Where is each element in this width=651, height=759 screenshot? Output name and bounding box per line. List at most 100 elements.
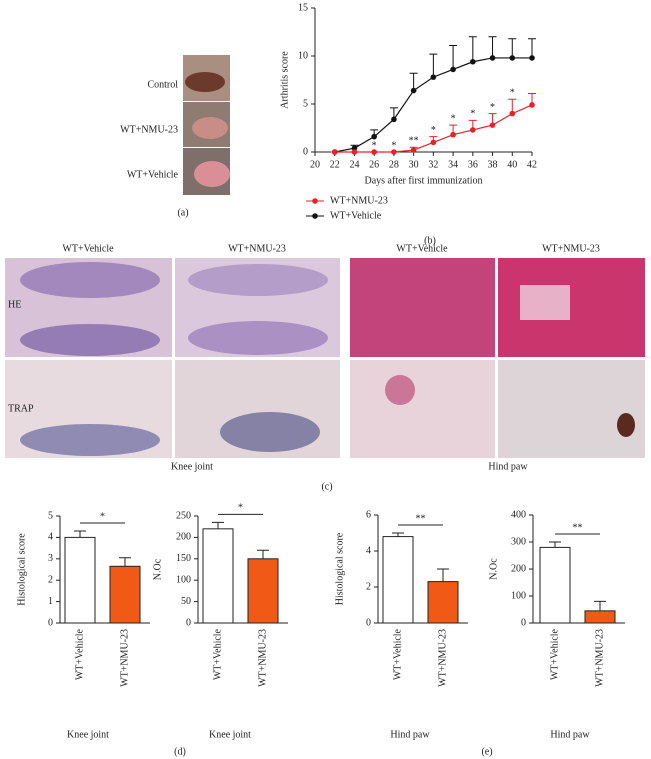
photos [183,55,230,195]
y-axis-label: Arthritis score [279,51,290,109]
annotation: * [431,125,436,136]
y-axis-label: Histological score [334,532,345,605]
paw [185,72,225,92]
point [371,133,377,140]
y-tick-label: 250 [176,510,191,521]
annotation: * [510,87,515,98]
point [489,55,496,61]
bar [202,528,234,624]
y-tick-label: 100 [176,574,191,585]
x-tick-label: WT+NMU-23 [437,629,448,687]
panel-label: (e) [481,746,492,757]
point [430,139,437,146]
tissue [20,424,160,456]
y-axis-label: Histological score [16,533,27,606]
micrograph [498,360,645,458]
error-bar [508,38,517,58]
x-tick-label: WT+Vehicle [549,628,560,680]
error-bar [429,53,438,78]
y-tick-label: 5 [303,98,308,109]
y-tick-label: 200 [511,563,526,574]
x-tick-label: 26 [369,159,379,170]
x-axis-label: Days after first immunization [364,175,482,186]
error-bar [549,541,561,548]
annotation: * [490,102,495,113]
paw [194,161,230,187]
annotation: * [451,113,456,124]
x-tick-label: WT+Vehicle [212,628,223,680]
point [331,149,338,155]
x-tick-label: WT+Vehicle [392,628,403,680]
tissue [188,321,328,355]
y-tick-label: 5 [48,510,53,521]
panel-label: (c) [321,481,332,492]
point [489,122,496,128]
histology-caption: Hind paw [488,461,528,472]
point [509,110,516,117]
y-tick-label: 2 [48,574,53,585]
point [351,149,358,155]
panel-label: (b) [424,235,436,246]
x-axis-label: Hind paw [550,729,590,740]
legend-marker [312,213,318,219]
histology-column: WT+Vehicle [396,243,448,254]
paw [192,117,228,139]
y-tick-label: 0 [48,617,53,628]
y-axis-label: N.Oc [152,558,163,580]
photo-label: WT+Vehicle [127,169,179,180]
error-bar [409,72,418,91]
panel-label: (d) [174,746,186,757]
significance: * [238,503,243,514]
error-bar [392,532,404,537]
y-tick-label: 4 [48,532,53,543]
y-tick-label: 1 [48,596,53,607]
error-bar [488,36,497,58]
y-tick-label: 400 [511,509,526,520]
y-tick-label: 10 [298,50,308,61]
y-tick-label: 50 [181,596,191,607]
point [391,116,397,123]
axis [314,8,532,153]
error-bar [257,549,269,559]
x-tick-label: 32 [428,159,438,170]
x-tick-label: 22 [330,159,340,170]
point [450,131,456,138]
annotation: * [372,140,377,151]
error-bar [594,600,606,611]
tissue [385,375,415,405]
error-bar [119,557,131,567]
annotation: * [391,140,396,151]
significance: * [100,511,105,522]
x-axis-label: Hind paw [390,729,430,740]
x-tick-label: 24 [349,159,359,170]
point [410,147,417,153]
x-axis-label: Knee joint [67,729,109,740]
annotation: ** [409,135,419,146]
histology-row: HE [8,299,21,310]
x-tick-label: 20 [310,159,320,170]
legend-marker [312,198,318,204]
x-tick-label: WT+NMU-23 [257,629,268,687]
histology-row: TRAP [8,403,34,414]
histology-column: WT+NMU-23 [228,243,286,254]
point [430,74,437,80]
error-bar [449,44,458,70]
tissue [188,264,328,296]
y-tick-label: 100 [511,590,526,601]
point [410,87,417,94]
y-tick-label: 2 [366,581,371,592]
point [391,149,397,155]
bar [539,546,571,624]
histology-column: WT+NMU-23 [542,243,600,254]
x-tick-label: 34 [448,159,458,170]
x-tick-label: WT+NMU-23 [119,629,130,687]
point [509,55,516,61]
point [371,149,377,155]
x-tick-label: 42 [527,159,537,170]
error-bar [437,568,449,582]
y-tick-label: 3 [48,553,53,564]
legend-label: WT+Vehicle [330,210,382,221]
tissue [617,413,635,437]
x-tick-label: 38 [488,159,498,170]
significance: ** [416,513,426,524]
